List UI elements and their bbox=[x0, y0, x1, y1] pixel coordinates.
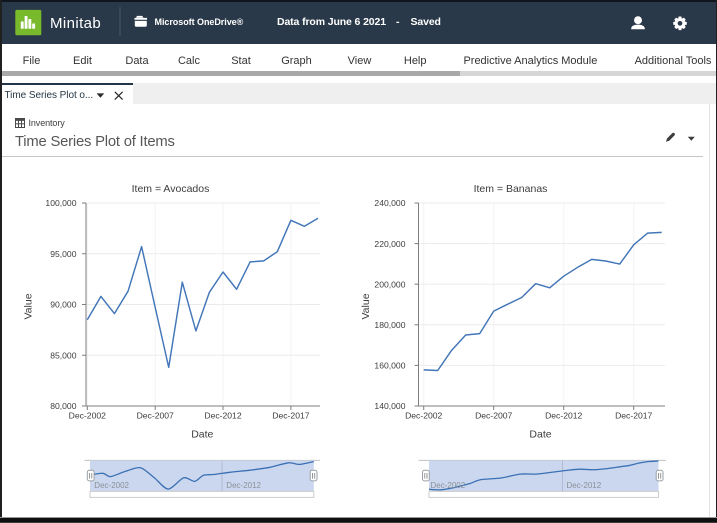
svg-text:Dec-2012: Dec-2012 bbox=[545, 411, 582, 421]
svg-text:Date: Date bbox=[191, 429, 213, 441]
svg-text:Dec-2017: Dec-2017 bbox=[272, 411, 309, 421]
svg-text:160,000: 160,000 bbox=[374, 361, 405, 371]
svg-text:Value: Value bbox=[360, 293, 372, 319]
svg-text:240,000: 240,000 bbox=[374, 198, 405, 208]
svg-text:Dec-2007: Dec-2007 bbox=[475, 411, 512, 421]
svg-text:80,000: 80,000 bbox=[50, 401, 77, 411]
svg-text:Value: Value bbox=[23, 293, 35, 319]
svg-text:Dec-2002: Dec-2002 bbox=[94, 481, 129, 490]
svg-text:Dec-2007: Dec-2007 bbox=[137, 411, 174, 421]
svg-text:90,000: 90,000 bbox=[50, 300, 77, 310]
svg-text:100,000: 100,000 bbox=[45, 198, 76, 208]
svg-text:Dec-2002: Dec-2002 bbox=[405, 411, 442, 421]
svg-text:Dec-2002: Dec-2002 bbox=[431, 481, 466, 490]
svg-text:Dec-2012: Dec-2012 bbox=[204, 411, 241, 421]
svg-text:Dec-2012: Dec-2012 bbox=[567, 481, 602, 490]
svg-text:85,000: 85,000 bbox=[50, 350, 77, 360]
svg-text:Dec-2012: Dec-2012 bbox=[226, 481, 261, 490]
svg-text:Dec-2002: Dec-2002 bbox=[69, 411, 106, 421]
svg-text:180,000: 180,000 bbox=[374, 320, 405, 330]
svg-text:140,000: 140,000 bbox=[374, 401, 405, 411]
svg-text:200,000: 200,000 bbox=[374, 279, 405, 289]
svg-text:Dec-2017: Dec-2017 bbox=[615, 411, 652, 421]
svg-text:Item = Bananas: Item = Bananas bbox=[474, 183, 548, 195]
svg-text:95,000: 95,000 bbox=[50, 249, 77, 259]
svg-text:220,000: 220,000 bbox=[374, 239, 405, 249]
svg-text:Item = Avocados: Item = Avocados bbox=[132, 183, 210, 195]
svg-text:Date: Date bbox=[529, 429, 551, 441]
